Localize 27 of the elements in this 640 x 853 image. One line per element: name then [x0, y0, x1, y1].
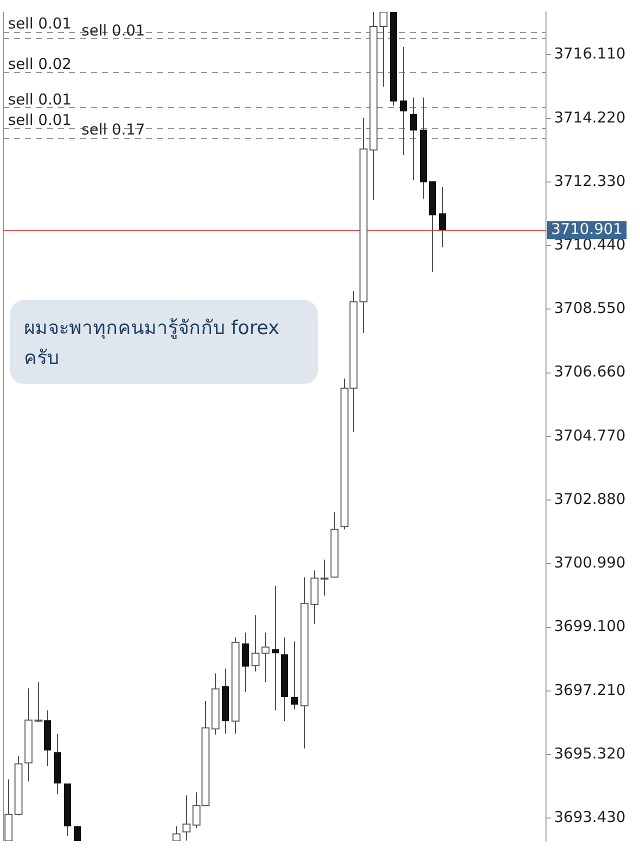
ref-line-label: sell 0.02 — [8, 55, 72, 74]
y-tick-label: 3706.660 — [554, 362, 626, 381]
y-tick-label: 3695.320 — [554, 744, 626, 762]
candlestick — [291, 640, 298, 710]
y-tick-label: 3704.770 — [554, 426, 626, 444]
candlestick — [74, 826, 81, 841]
candlestick — [410, 96, 417, 181]
y-tick-label: 3712.330 — [554, 172, 626, 190]
ref-line-label: sell 0.01 — [8, 110, 72, 129]
y-tick-label: 3699.100 — [554, 617, 626, 636]
y-tick-label: 3700.990 — [554, 554, 626, 572]
ref-line-label: sell 0.01 — [8, 90, 72, 108]
y-tick-label: 3708.550 — [554, 299, 626, 318]
candlestick — [242, 632, 249, 692]
candlestick — [400, 46, 407, 156]
y-tick-label: 3702.880 — [554, 490, 626, 508]
candlestick — [439, 186, 446, 248]
ref-line-label: sell 0.01 — [8, 14, 72, 33]
y-tick-label: 3697.210 — [554, 680, 626, 699]
candlestick — [272, 585, 279, 711]
y-tick-label: 3714.220 — [554, 108, 626, 126]
annotation: ผมจะพาทุกคนมารู้จักกับ forex ครับ — [10, 300, 318, 384]
y-tick-label: 3716.110 — [554, 44, 626, 63]
y-tick-label: 3693.430 — [554, 808, 626, 826]
ref-line-label: sell 0.01 — [82, 21, 146, 40]
ref-line-label: 3710.901 — [551, 220, 623, 238]
ref-line-label: sell 0.17 — [82, 120, 146, 139]
